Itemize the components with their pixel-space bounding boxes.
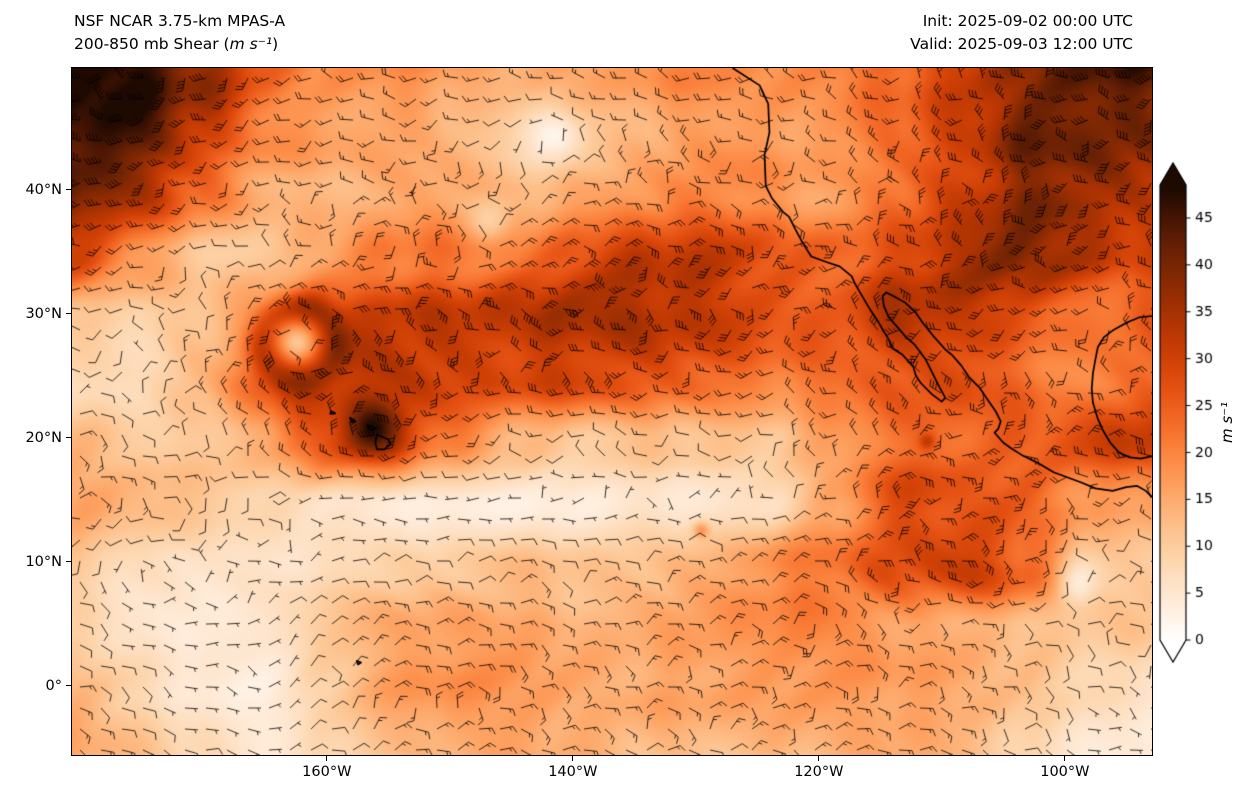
- valid-time: Valid: 2025-09-03 12:00 UTC: [910, 35, 1133, 53]
- y-tick-label: 10°N: [25, 553, 62, 570]
- colorbar-unit-label: m s⁻¹: [1218, 401, 1236, 443]
- y-tick-mark: [65, 313, 71, 315]
- y-tick-label: 30°N: [25, 305, 62, 322]
- y-tick-mark: [65, 189, 71, 191]
- field-title: 200-850 mb Shear (m s⁻¹): [74, 33, 285, 56]
- colorbar: [1155, 155, 1250, 680]
- x-tick-mark: [326, 756, 328, 762]
- x-tick-mark: [572, 756, 574, 762]
- y-tick-mark: [65, 685, 71, 687]
- x-tick-label: 120°W: [794, 764, 844, 781]
- x-tick-mark: [818, 756, 820, 762]
- y-tick-mark: [65, 561, 71, 563]
- field-title-prefix: 200-850 mb Shear (: [74, 35, 230, 53]
- model-title: NSF NCAR 3.75-km MPAS-A: [74, 12, 286, 30]
- x-tick-label: 140°W: [548, 764, 598, 781]
- y-tick-mark: [65, 437, 71, 439]
- y-tick-label: 40°N: [25, 181, 62, 198]
- y-tick-label: 20°N: [25, 429, 62, 446]
- field-title-units: m s⁻¹: [229, 35, 273, 53]
- x-tick-label: 160°W: [302, 764, 352, 781]
- field-title-suffix: ): [272, 35, 279, 53]
- x-tick-mark: [1064, 756, 1066, 762]
- init-time: Init: 2025-09-02 00:00 UTC: [922, 12, 1133, 30]
- meta-block: Init: 2025-09-02 00:00 UTC Valid: 2025-0…: [910, 10, 1133, 56]
- y-tick-label: 0°: [45, 677, 62, 694]
- shear-map-canvas: [71, 67, 1153, 756]
- title-block: NSF NCAR 3.75-km MPAS-A 200-850 mb Shear…: [74, 10, 285, 56]
- x-tick-label: 100°W: [1040, 764, 1090, 781]
